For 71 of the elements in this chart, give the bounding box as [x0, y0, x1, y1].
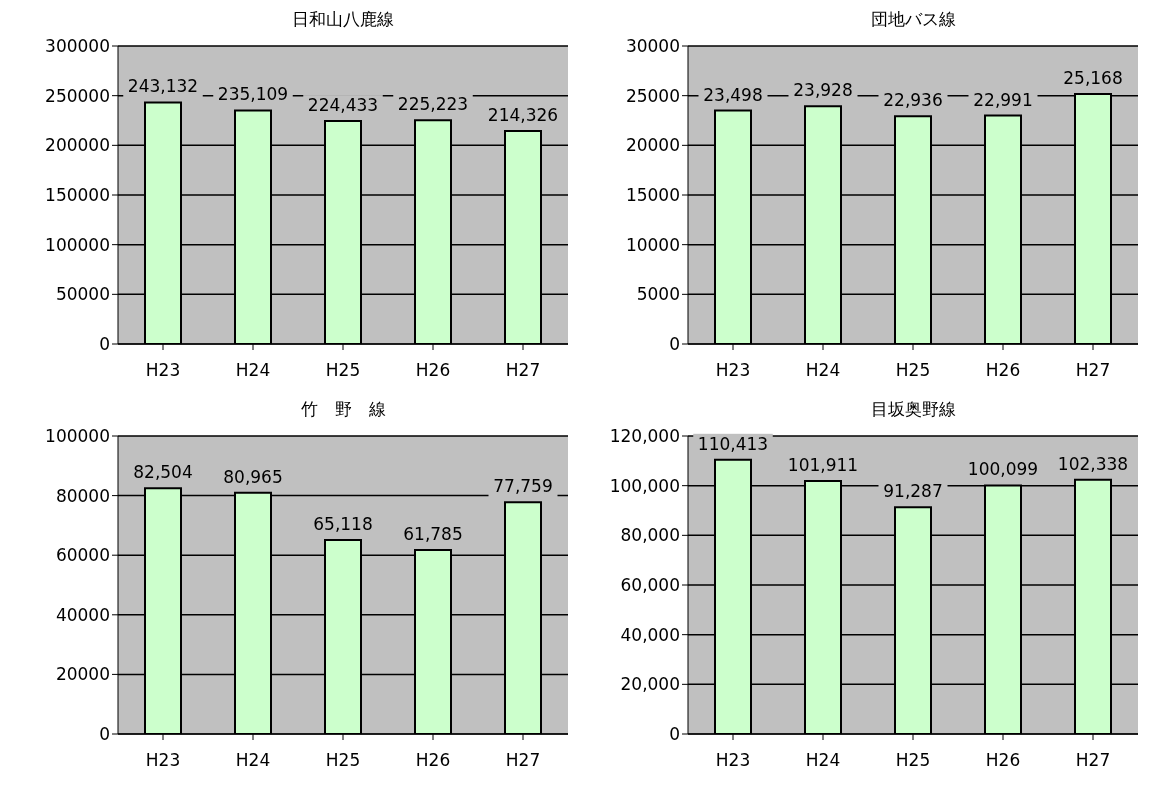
x-tick-label: H24: [235, 750, 271, 771]
y-tick-label: 120,000: [609, 426, 680, 447]
chart-title: 日和山八鹿線: [291, 8, 395, 31]
y-tick-label: 100000: [45, 426, 110, 447]
y-tick-label: 5000: [636, 284, 680, 305]
y-tick-label: 200000: [45, 135, 110, 156]
chart-title: 竹 野 線: [299, 398, 387, 421]
y-tick-label: 100000: [45, 234, 110, 255]
y-tick-label: 0: [669, 724, 680, 745]
y-tick-label: 30000: [625, 36, 680, 57]
x-tick-label: H23: [715, 750, 751, 771]
data-label: 110,413: [697, 433, 769, 454]
chart-title: 目坂奥野線: [869, 398, 957, 421]
x-tick-label: H25: [325, 360, 361, 381]
y-tick-label: 20000: [55, 664, 110, 685]
x-tick-label: H24: [805, 360, 841, 381]
data-label: 23,928: [793, 80, 853, 101]
y-tick-label: 15000: [625, 185, 680, 206]
x-tick-label: H26: [985, 360, 1021, 381]
data-label: 22,936: [883, 90, 943, 111]
data-label: 224,433: [307, 95, 379, 116]
x-tick-label: H27: [1075, 360, 1111, 381]
y-tick-label: 0: [99, 334, 110, 355]
x-tick-label: H26: [415, 750, 451, 771]
y-tick-label: 100,000: [609, 475, 680, 496]
y-tick-label: 80000: [55, 485, 110, 506]
data-label: 101,911: [787, 454, 859, 475]
y-tick-label: 25000: [625, 85, 680, 106]
data-label: 23,498: [703, 84, 763, 105]
y-tick-label: 80,000: [620, 525, 680, 546]
y-tick-label: 10000: [625, 234, 680, 255]
y-tick-label: 60,000: [620, 575, 680, 596]
data-label: 214,326: [487, 105, 559, 126]
x-tick-label: H27: [505, 750, 541, 771]
y-tick-label: 40000: [55, 604, 110, 625]
data-label: 235,109: [217, 84, 289, 105]
y-tick-label: 0: [669, 334, 680, 355]
x-tick-label: H23: [145, 360, 181, 381]
x-tick-label: H25: [895, 750, 931, 771]
data-label: 243,132: [127, 76, 199, 97]
y-tick-label: 20,000: [620, 674, 680, 695]
data-label: 102,338: [1057, 453, 1129, 474]
x-tick-label: H24: [805, 750, 841, 771]
x-tick-label: H23: [145, 750, 181, 771]
data-label: 61,785: [403, 523, 463, 544]
y-tick-label: 40,000: [620, 624, 680, 645]
y-tick-label: 300000: [45, 36, 110, 57]
x-tick-label: H23: [715, 360, 751, 381]
data-label: 22,991: [973, 89, 1033, 110]
x-tick-label: H26: [985, 750, 1021, 771]
x-tick-label: H24: [235, 360, 271, 381]
data-label: 100,099: [967, 459, 1039, 480]
data-label: 91,287: [883, 481, 943, 502]
y-tick-label: 50000: [55, 284, 110, 305]
chart-title: 団地バス線: [869, 8, 957, 31]
y-tick-label: 60000: [55, 545, 110, 566]
data-label: 65,118: [313, 513, 373, 534]
x-tick-label: H25: [325, 750, 361, 771]
x-tick-label: H27: [505, 360, 541, 381]
y-tick-label: 0: [99, 724, 110, 745]
y-tick-label: 150000: [45, 185, 110, 206]
x-tick-label: H27: [1075, 750, 1111, 771]
y-tick-label: 20000: [625, 135, 680, 156]
data-label: 80,965: [223, 466, 283, 487]
x-tick-label: H26: [415, 360, 451, 381]
x-tick-label: H25: [895, 360, 931, 381]
data-label: 82,504: [133, 462, 193, 483]
data-label: 25,168: [1063, 68, 1123, 88]
data-label: 225,223: [397, 94, 469, 115]
y-tick-label: 250000: [45, 85, 110, 106]
data-label: 77,759: [493, 476, 553, 497]
